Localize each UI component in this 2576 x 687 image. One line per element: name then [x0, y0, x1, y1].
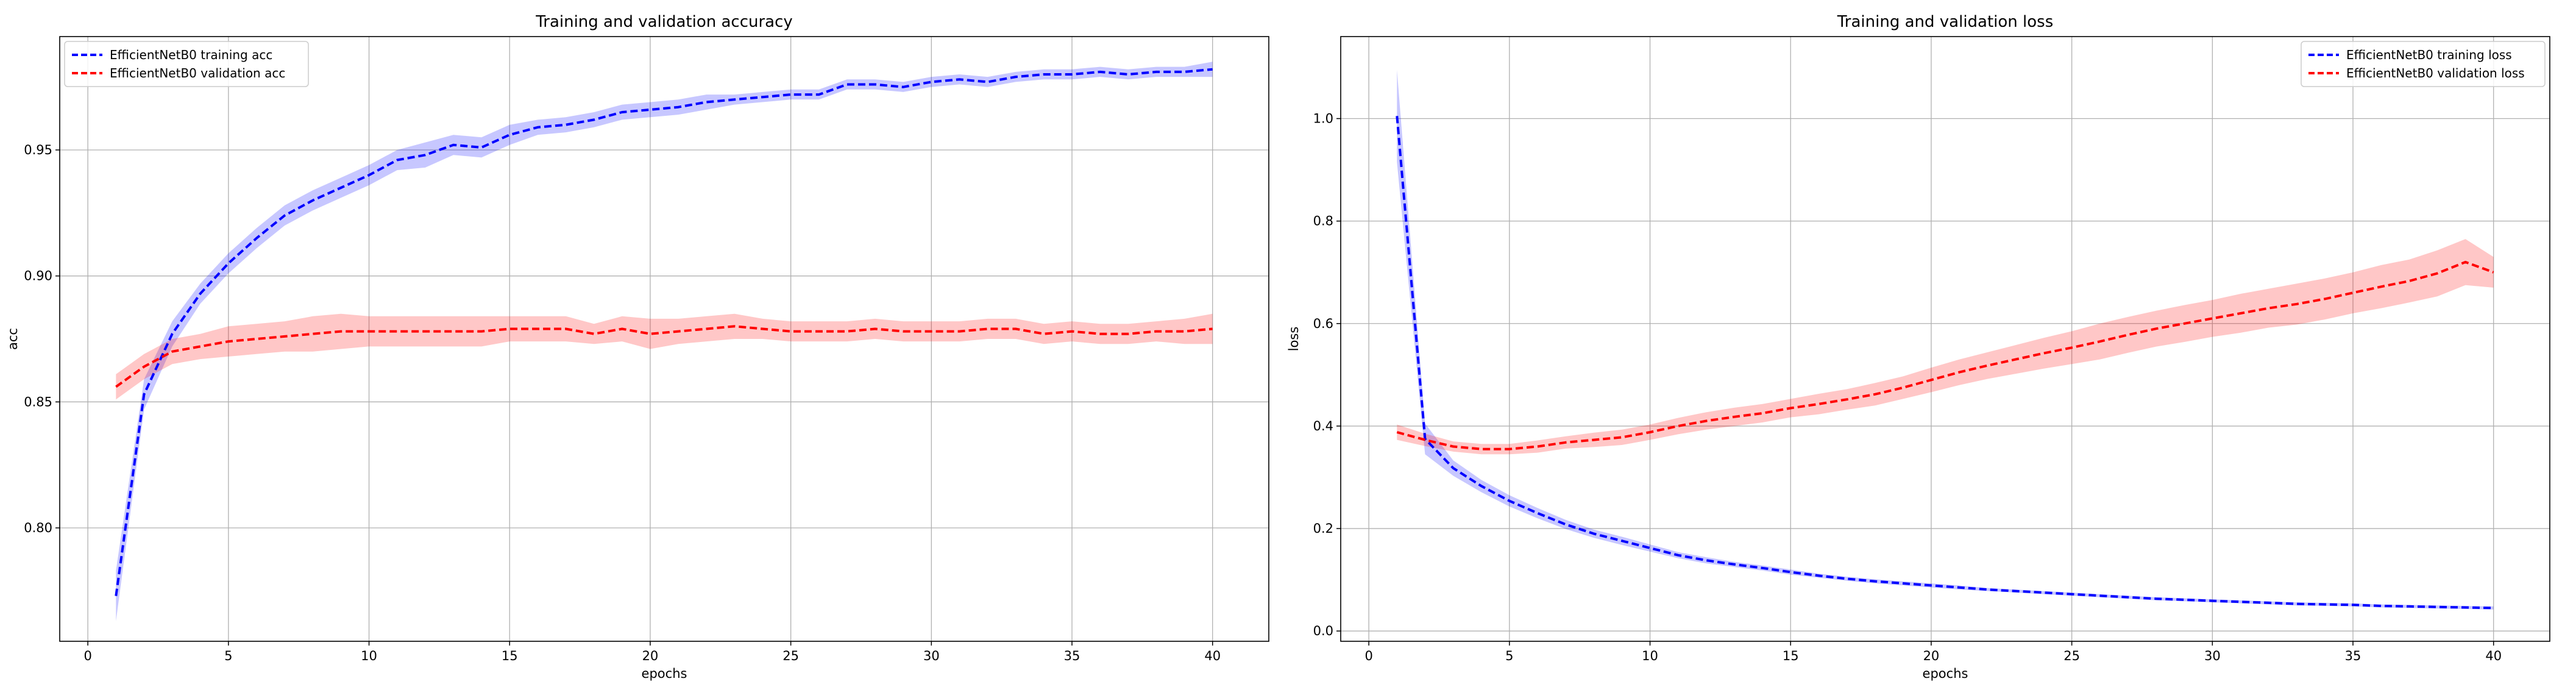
- accuracy-plot-frame: [59, 36, 1269, 642]
- accuracy-series-2-line: [115, 325, 1213, 388]
- loss-x-tick-label: 10: [1642, 649, 1658, 663]
- accuracy-y-tick-label: 0.95: [24, 143, 52, 157]
- loss-series-1-line: [1396, 116, 2494, 610]
- accuracy-x-tick-label: 40: [1204, 649, 1221, 663]
- loss-x-tick-label: 25: [2063, 649, 2080, 663]
- loss-series-2-band: [1397, 239, 2494, 455]
- loss-plot-frame: [1340, 36, 2550, 642]
- accuracy-legend: EfficientNetB0 training acc EfficientNetB…: [64, 41, 309, 87]
- accuracy-chart-title: Training and validation accuracy: [535, 13, 793, 31]
- accuracy-x-tick-label: 5: [224, 649, 232, 663]
- accuracy-y-tick-label: 0.85: [24, 394, 52, 409]
- loss-x-tick-label: 0: [1364, 649, 1372, 663]
- loss-x-tick-label: 20: [1923, 649, 1940, 663]
- accuracy-x-tick-label: 0: [83, 649, 91, 663]
- accuracy-legend-label-2: EfficientNetB0 validation acc: [110, 66, 285, 80]
- loss-legend-box: [2301, 41, 2546, 87]
- accuracy-x-tick-label: 15: [502, 649, 518, 663]
- accuracy-x-tick-label: 25: [782, 649, 799, 663]
- loss-y-tick-label: 1.0: [1313, 112, 1333, 126]
- loss-x-tick-label: 5: [1505, 649, 1513, 663]
- loss-y-tick-label: 0.0: [1313, 624, 1333, 638]
- accuracy-x-tick-label: 35: [1064, 649, 1080, 663]
- loss-legend-label-1: EfficientNetB0 training loss: [2346, 48, 2512, 62]
- loss-x-tick-label: 40: [2485, 649, 2502, 663]
- loss-y-tick-label: 0.6: [1313, 316, 1333, 331]
- loss-legend-label-2: EfficientNetB0 validation loss: [2346, 66, 2525, 80]
- accuracy-legend-box: [64, 41, 309, 87]
- accuracy-chart: 0 5 10 15 20 25 30 35 40 0.80 0.85 0.90 0.95 Training…: [5, 13, 1269, 681]
- accuracy-y-tick-label: 0.80: [24, 521, 52, 535]
- accuracy-x-tick-label: 10: [361, 649, 377, 663]
- loss-chart: 0 5 10 15 20 25 30 35 40 0.0 0.2 0.4 0.6 0.8 1.0 Traini…: [1286, 13, 2550, 681]
- accuracy-y-axis-label: acc: [5, 328, 20, 350]
- loss-y-axis-label: loss: [1286, 327, 1301, 352]
- accuracy-y-tick-label: 0.90: [24, 269, 52, 283]
- loss-chart-title: Training and validation loss: [1837, 13, 2054, 31]
- loss-y-tick-label: 0.8: [1313, 214, 1333, 229]
- accuracy-x-axis-label: epochs: [642, 666, 687, 681]
- loss-x-tick-label: 30: [2204, 649, 2221, 663]
- loss-x-tick-label: 35: [2345, 649, 2361, 663]
- loss-legend: EfficientNetB0 training loss EfficientNet…: [2301, 41, 2546, 87]
- accuracy-x-tick-label: 30: [923, 649, 940, 663]
- accuracy-series-1-line: [115, 68, 1213, 596]
- accuracy-series-2-band: [116, 313, 1213, 400]
- accuracy-legend-label-1: EfficientNetB0 training acc: [110, 48, 272, 62]
- accuracy-x-tick-label: 20: [642, 649, 659, 663]
- loss-x-axis-label: epochs: [1923, 666, 1968, 681]
- loss-y-tick-label: 0.2: [1313, 521, 1333, 536]
- loss-x-tick-label: 15: [1783, 649, 1799, 663]
- loss-y-tick-label: 0.4: [1313, 419, 1333, 433]
